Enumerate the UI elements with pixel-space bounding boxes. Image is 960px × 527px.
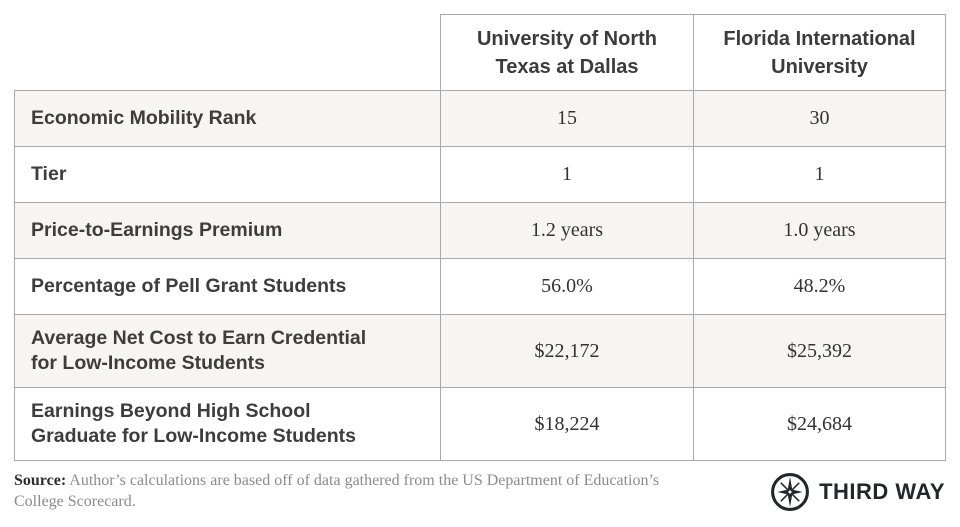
row-label: Average Net Cost to Earn Credential for … [14, 314, 441, 388]
row-label: Economic Mobility Rank [14, 90, 441, 147]
table-row: Price-to-Earnings Premium 1.2 years 1.0 … [14, 202, 946, 259]
cell-value: 30 [693, 90, 946, 147]
cell-value: $18,224 [440, 387, 694, 461]
table-row: Tier 1 1 [14, 146, 946, 203]
cell-value: $24,684 [693, 387, 946, 461]
compass-star-icon [770, 472, 810, 512]
header-row: University of North Texas at Dallas Flor… [14, 14, 946, 91]
cell-value: 56.0% [440, 258, 694, 315]
third-way-logo: THIRD WAY [770, 472, 945, 512]
source-note: Source: Author’s calculations are based … [14, 470, 679, 512]
column-header-fiu: Florida International University [693, 14, 946, 91]
table-row: Average Net Cost to Earn Credential for … [14, 314, 946, 388]
row-label: Earnings Beyond High School Graduate for… [14, 387, 441, 461]
table-row: Earnings Beyond High School Graduate for… [14, 387, 946, 461]
logo-wordmark: THIRD WAY [819, 479, 945, 504]
cell-value: $22,172 [440, 314, 694, 388]
empty-corner-cell [14, 14, 441, 91]
source-label: Source: [14, 472, 67, 489]
university-comparison-table: University of North Texas at Dallas Flor… [14, 14, 946, 461]
cell-value: 1.2 years [440, 202, 694, 259]
table-row: Economic Mobility Rank 15 30 [14, 90, 946, 147]
cell-value: 1.0 years [693, 202, 946, 259]
cell-value: $25,392 [693, 314, 946, 388]
table-row: Percentage of Pell Grant Students 56.0% … [14, 258, 946, 315]
row-label: Tier [14, 146, 441, 203]
cell-value: 1 [693, 146, 946, 203]
column-header-unt-dallas: University of North Texas at Dallas [440, 14, 694, 91]
source-text: Author’s calculations are based off of d… [14, 472, 660, 510]
comparison-table-container: University of North Texas at Dallas Flor… [14, 14, 946, 461]
cell-value: 48.2% [693, 258, 946, 315]
cell-value: 1 [440, 146, 694, 203]
cell-value: 15 [440, 90, 694, 147]
footer: Source: Author’s calculations are based … [14, 470, 945, 512]
row-label: Percentage of Pell Grant Students [14, 258, 441, 315]
row-label: Price-to-Earnings Premium [14, 202, 441, 259]
